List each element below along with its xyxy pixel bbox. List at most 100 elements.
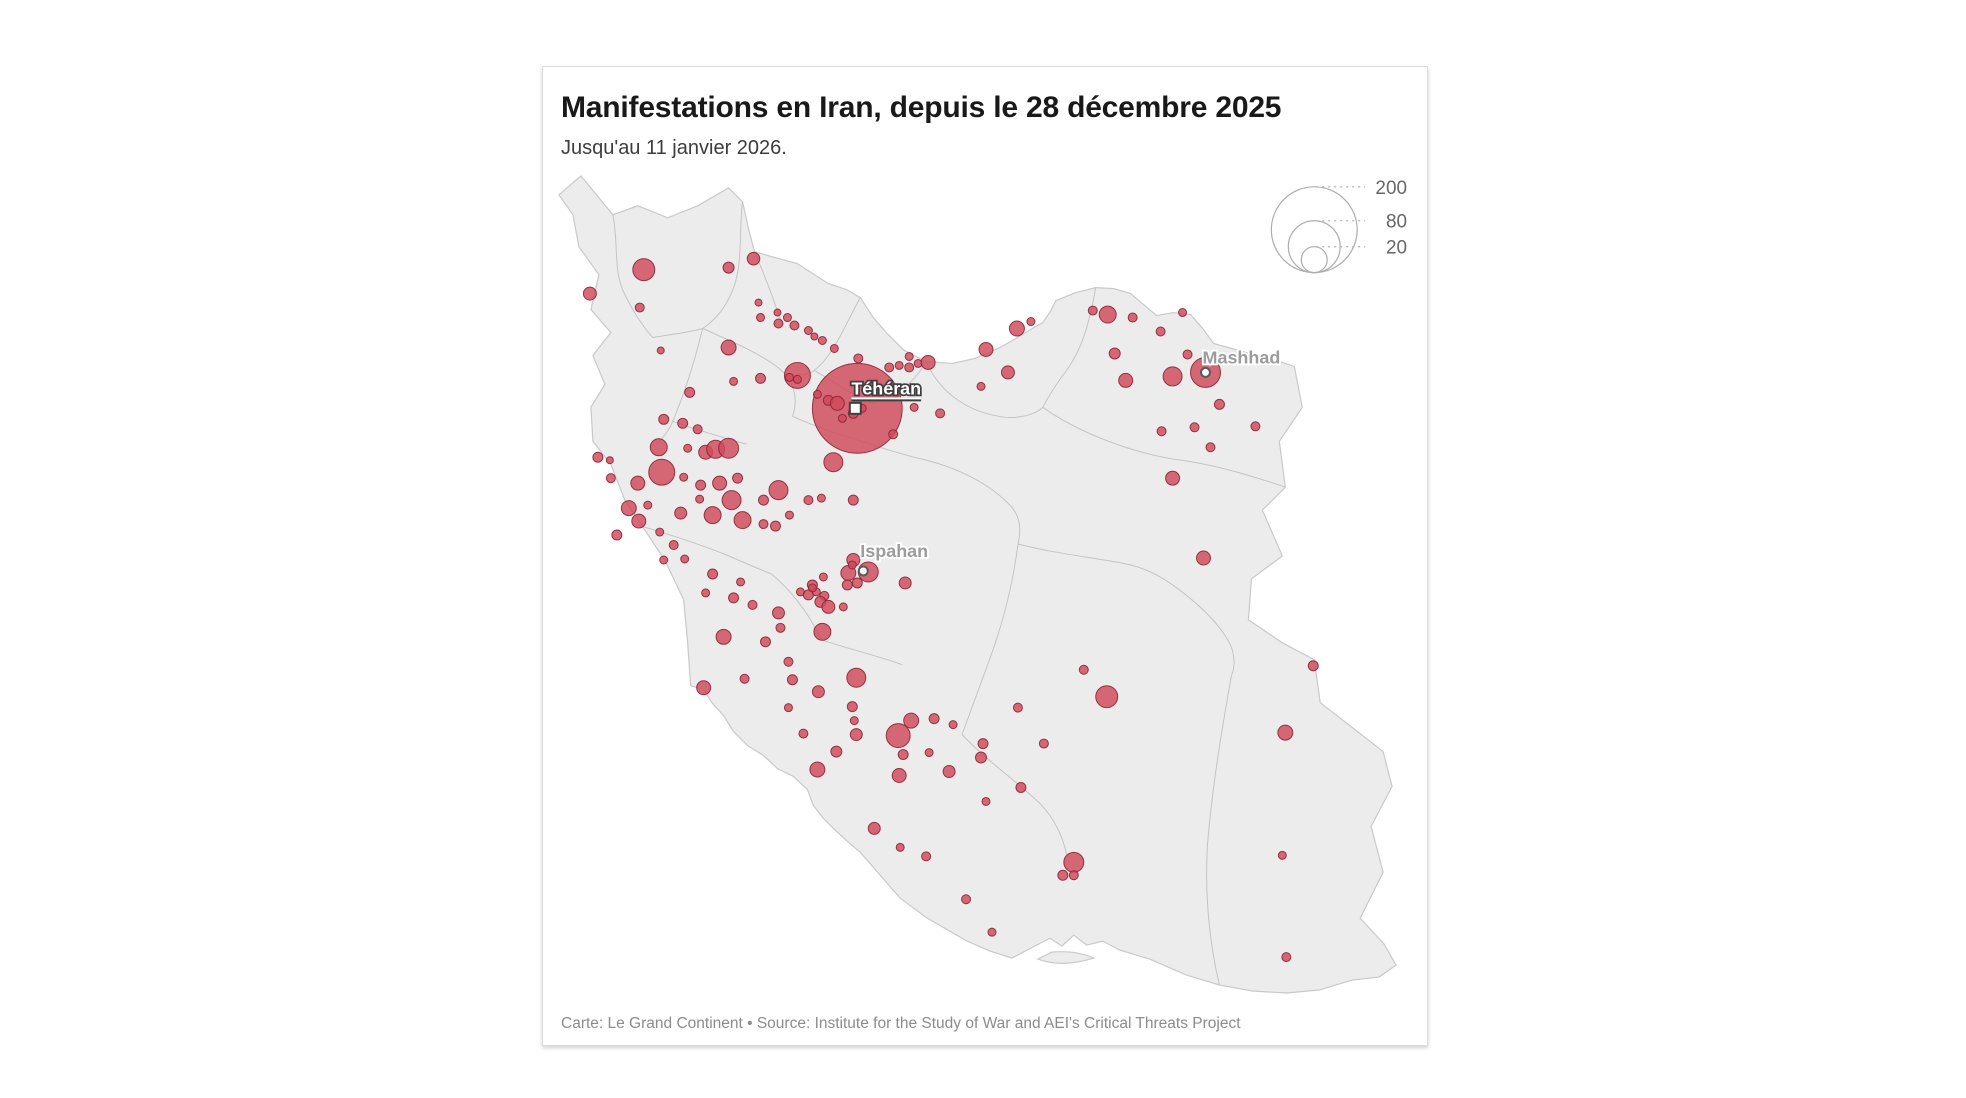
protest-circle[interactable]	[975, 751, 987, 764]
protest-circle[interactable]	[810, 332, 819, 341]
protest-circle[interactable]	[755, 372, 766, 384]
protest-circle[interactable]	[775, 622, 786, 633]
protest-circle[interactable]	[722, 261, 735, 274]
protest-circle[interactable]	[1156, 426, 1167, 437]
protest-circle[interactable]	[592, 451, 604, 463]
protest-circle[interactable]	[605, 456, 614, 465]
protest-circle[interactable]	[829, 343, 839, 353]
protest-circle[interactable]	[1063, 851, 1085, 873]
protest-circle[interactable]	[921, 851, 932, 862]
protest-circle[interactable]	[739, 673, 750, 684]
protest-circle[interactable]	[987, 927, 997, 937]
protest-circle[interactable]	[720, 339, 737, 356]
protest-circle[interactable]	[684, 386, 696, 398]
protest-circle[interactable]	[648, 458, 676, 486]
protest-circle[interactable]	[668, 540, 679, 551]
protest-circle[interactable]	[928, 713, 940, 725]
protest-circle[interactable]	[1026, 317, 1036, 327]
protest-circle[interactable]	[924, 748, 934, 758]
protest-circle[interactable]	[1205, 442, 1216, 453]
protest-circle[interactable]	[703, 506, 722, 525]
protest-circle[interactable]	[830, 745, 843, 758]
protest-circle[interactable]	[935, 408, 946, 419]
protest-circle[interactable]	[1155, 326, 1166, 337]
protest-circle[interactable]	[981, 796, 991, 806]
protest-circle[interactable]	[729, 376, 739, 386]
protest-circle[interactable]	[643, 500, 653, 510]
protest-circle[interactable]	[1038, 738, 1049, 749]
protest-circle[interactable]	[1162, 366, 1183, 387]
protest-circle[interactable]	[733, 511, 752, 530]
protest-circle[interactable]	[829, 395, 845, 411]
protest-circle[interactable]	[803, 495, 814, 506]
protest-circle[interactable]	[813, 622, 832, 641]
protest-circle[interactable]	[817, 335, 827, 345]
protest-circle[interactable]	[1078, 664, 1089, 675]
protest-circle[interactable]	[823, 452, 844, 473]
protest-circle[interactable]	[632, 258, 656, 282]
protest-circle[interactable]	[1068, 870, 1079, 881]
protest-circle[interactable]	[1127, 312, 1138, 323]
protest-circle[interactable]	[746, 251, 761, 266]
protest-circle[interactable]	[904, 362, 915, 373]
protest-circle[interactable]	[1178, 308, 1188, 318]
protest-circle[interactable]	[798, 728, 809, 739]
protest-circle[interactable]	[756, 313, 765, 323]
protest-circle[interactable]	[885, 723, 911, 749]
protest-circle[interactable]	[683, 443, 693, 453]
protest-circle[interactable]	[721, 490, 742, 511]
protest-circle[interactable]	[818, 572, 828, 582]
protest-circle[interactable]	[1250, 421, 1261, 432]
protest-circle[interactable]	[783, 703, 793, 713]
protest-circle[interactable]	[732, 472, 744, 484]
protest-circle[interactable]	[1196, 550, 1211, 566]
protest-circle[interactable]	[1165, 470, 1181, 486]
protest-circle[interactable]	[920, 354, 936, 370]
protest-circle[interactable]	[760, 636, 771, 648]
protest-circle[interactable]	[898, 576, 912, 590]
protest-circle[interactable]	[847, 560, 857, 570]
protest-circle[interactable]	[715, 628, 732, 645]
protest-circle[interactable]	[884, 362, 895, 373]
protest-circle[interactable]	[736, 577, 746, 587]
protest-circle[interactable]	[712, 475, 728, 491]
protest-circle[interactable]	[904, 351, 914, 361]
protest-circle[interactable]	[649, 438, 668, 457]
protest-circle[interactable]	[1189, 422, 1200, 433]
protest-circle[interactable]	[674, 506, 688, 520]
protest-circle[interactable]	[758, 519, 769, 530]
protest-circle[interactable]	[1015, 781, 1027, 793]
protest-circle[interactable]	[1057, 869, 1069, 881]
protest-circle[interactable]	[701, 588, 711, 598]
protest-circle[interactable]	[1277, 724, 1294, 741]
protest-circle[interactable]	[605, 473, 616, 484]
protest-circle[interactable]	[768, 480, 789, 501]
protest-circle[interactable]	[894, 360, 904, 370]
protest-circle[interactable]	[807, 583, 817, 593]
protest-circle[interactable]	[718, 437, 740, 459]
protest-circle[interactable]	[758, 494, 769, 506]
protest-circle[interactable]	[851, 577, 863, 589]
protest-circle[interactable]	[895, 842, 905, 852]
protest-circle[interactable]	[853, 353, 864, 364]
protest-circle[interactable]	[841, 579, 853, 591]
protest-circle[interactable]	[679, 472, 689, 482]
protest-circle[interactable]	[1213, 398, 1225, 410]
protest-circle[interactable]	[1307, 660, 1319, 672]
protest-circle[interactable]	[1281, 952, 1292, 963]
protest-circle[interactable]	[903, 712, 920, 729]
protest-circle[interactable]	[611, 529, 623, 541]
protest-circle[interactable]	[784, 372, 794, 382]
protest-circle[interactable]	[655, 527, 665, 537]
protest-circle[interactable]	[747, 599, 758, 610]
protest-circle[interactable]	[888, 429, 899, 440]
protest-circle[interactable]	[1000, 365, 1015, 380]
protest-circle[interactable]	[849, 728, 863, 742]
protest-circle[interactable]	[837, 413, 847, 423]
protest-circle[interactable]	[754, 298, 763, 307]
protest-circle[interactable]	[942, 765, 956, 778]
protest-circle[interactable]	[786, 674, 798, 686]
protest-circle[interactable]	[631, 513, 647, 529]
protest-circle[interactable]	[867, 821, 881, 835]
protest-circle[interactable]	[812, 389, 822, 399]
